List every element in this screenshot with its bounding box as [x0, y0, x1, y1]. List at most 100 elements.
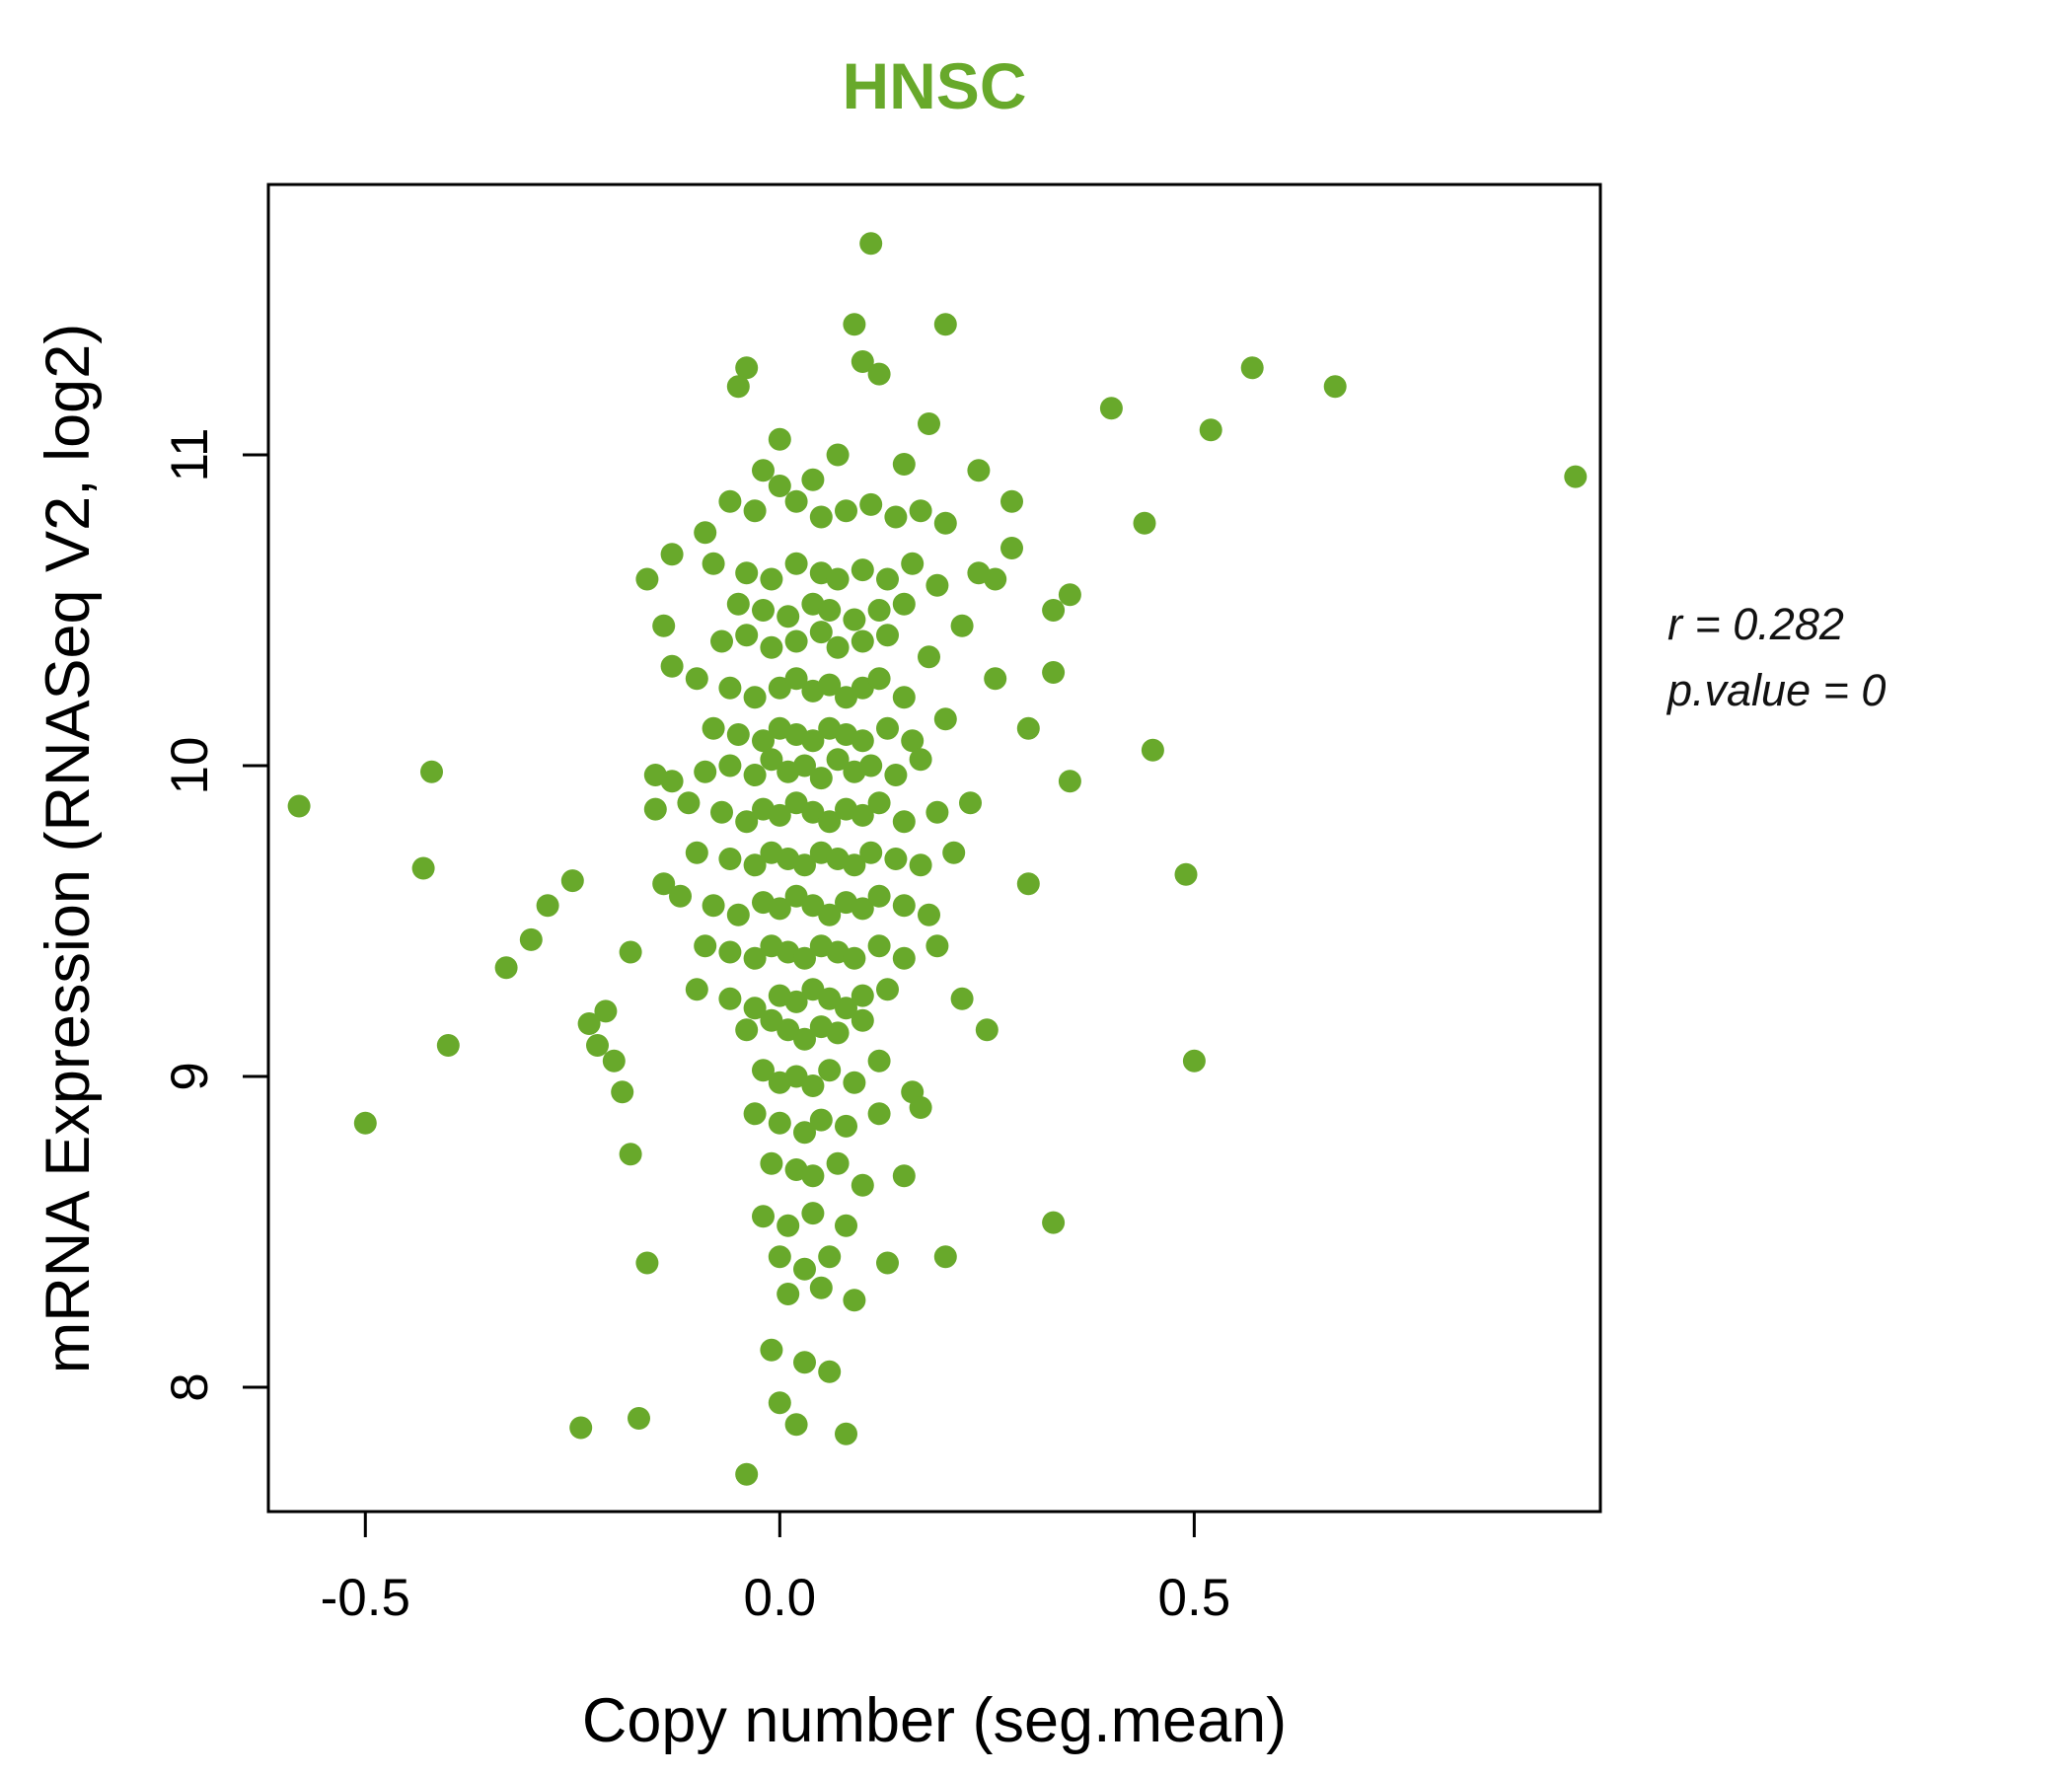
scatter-point	[1016, 872, 1040, 896]
scatter-point	[784, 1065, 808, 1088]
scatter-point	[826, 567, 850, 591]
scatter-point	[694, 521, 717, 545]
scatter-point	[851, 984, 874, 1007]
scatter-point	[643, 764, 667, 786]
scatter-point	[777, 605, 800, 629]
scatter-point	[835, 686, 857, 709]
scatter-point	[677, 791, 701, 815]
scatter-point	[876, 1251, 899, 1275]
scatter-point	[925, 934, 949, 958]
scatter-point	[851, 350, 874, 373]
scatter-point	[652, 614, 676, 637]
scatter-point	[859, 841, 883, 864]
scatter-point	[619, 1143, 642, 1166]
scatter-point	[660, 543, 684, 566]
scatter-point	[560, 869, 584, 893]
scatter-point	[1323, 375, 1347, 399]
scatter-point	[752, 599, 775, 622]
scatter-point	[1000, 489, 1023, 513]
scatter-point	[835, 499, 857, 523]
scatter-point	[876, 978, 899, 1001]
scatter-point	[867, 667, 891, 691]
scatter-point	[892, 592, 916, 616]
scatter-point	[569, 1416, 593, 1440]
scatter-point	[818, 987, 842, 1010]
scatter-point	[760, 748, 783, 772]
scatter-point	[760, 1008, 783, 1032]
scatter-point	[909, 1096, 932, 1119]
scatter-point	[1016, 716, 1040, 740]
scatter-point	[793, 1351, 816, 1374]
scatter-point	[901, 729, 925, 753]
scatter-point	[735, 624, 759, 647]
scatter-point	[353, 1111, 377, 1135]
scatter-point	[726, 592, 750, 616]
scatter-point	[826, 1151, 850, 1175]
scatter-point	[784, 667, 808, 691]
x-axis-label: Copy number (seg.mean)	[582, 1686, 1287, 1755]
scatter-point	[851, 1008, 874, 1032]
scatter-point	[843, 1289, 866, 1312]
scatter-point	[1240, 356, 1264, 380]
scatter-point	[660, 654, 684, 678]
scatter-point	[611, 1080, 634, 1104]
y-axis-label: mRNA Expression (RNASeq V2, log2)	[34, 324, 103, 1373]
scatter-point	[1133, 511, 1156, 535]
y-axis: 8 9 10 11	[161, 427, 268, 1402]
scatter-point	[1174, 862, 1198, 886]
scatter-point	[777, 1214, 800, 1237]
scatter-point	[494, 956, 518, 980]
scatter-point	[726, 375, 750, 399]
scatter-point	[752, 1059, 775, 1082]
scatter-point	[818, 1245, 842, 1269]
scatter-point	[519, 927, 543, 951]
scatter-point	[801, 468, 825, 491]
scatter-point	[1182, 1049, 1206, 1073]
scatter-point	[867, 1049, 891, 1073]
scatter-point	[735, 810, 759, 834]
scatter-point	[436, 1034, 460, 1057]
scatter-point	[735, 1018, 759, 1042]
x-tick-label: 0.0	[743, 1569, 816, 1627]
scatter-point	[909, 853, 932, 877]
scatter-point	[884, 848, 908, 870]
scatter-point	[867, 1102, 891, 1126]
scatter-point	[710, 800, 733, 824]
scatter-point	[909, 748, 932, 772]
scatter-point	[859, 492, 883, 516]
scatter-point	[876, 716, 899, 740]
scatter-point	[884, 764, 908, 786]
scatter-point	[793, 754, 816, 777]
scatter-point	[760, 635, 783, 659]
scatter-point	[411, 856, 435, 880]
x-tick-label: -0.5	[321, 1569, 410, 1627]
scatter-point	[777, 1283, 800, 1305]
scatter-point	[809, 505, 833, 529]
scatter-point	[652, 872, 676, 896]
scatter-point	[933, 313, 957, 336]
scatter-point	[784, 489, 808, 513]
scatter-point	[801, 1202, 825, 1225]
scatter-point	[735, 1462, 759, 1486]
scatter-point	[859, 232, 883, 256]
scatter-point	[892, 810, 916, 834]
points-layer	[287, 232, 1588, 1486]
scatter-point	[793, 1121, 816, 1145]
scatter-point	[1000, 537, 1023, 559]
scatter-point	[685, 841, 708, 864]
scatter-point	[1058, 583, 1081, 607]
scatter-point	[577, 1012, 601, 1035]
y-tick-label: 11	[161, 427, 219, 481]
scatter-point	[726, 723, 750, 746]
scatter-point	[876, 624, 899, 647]
scatter-point	[768, 1245, 791, 1269]
scatter-point	[851, 729, 874, 753]
annotation-p-value: p.value = 0	[1665, 665, 1886, 715]
scatter-point	[826, 1021, 850, 1045]
scatter-point	[851, 676, 874, 700]
scatter-point	[752, 459, 775, 482]
scatter-point	[793, 853, 816, 877]
annotation-correlation-r: r = 0.282	[1667, 599, 1844, 649]
scatter-point	[1042, 1211, 1066, 1234]
